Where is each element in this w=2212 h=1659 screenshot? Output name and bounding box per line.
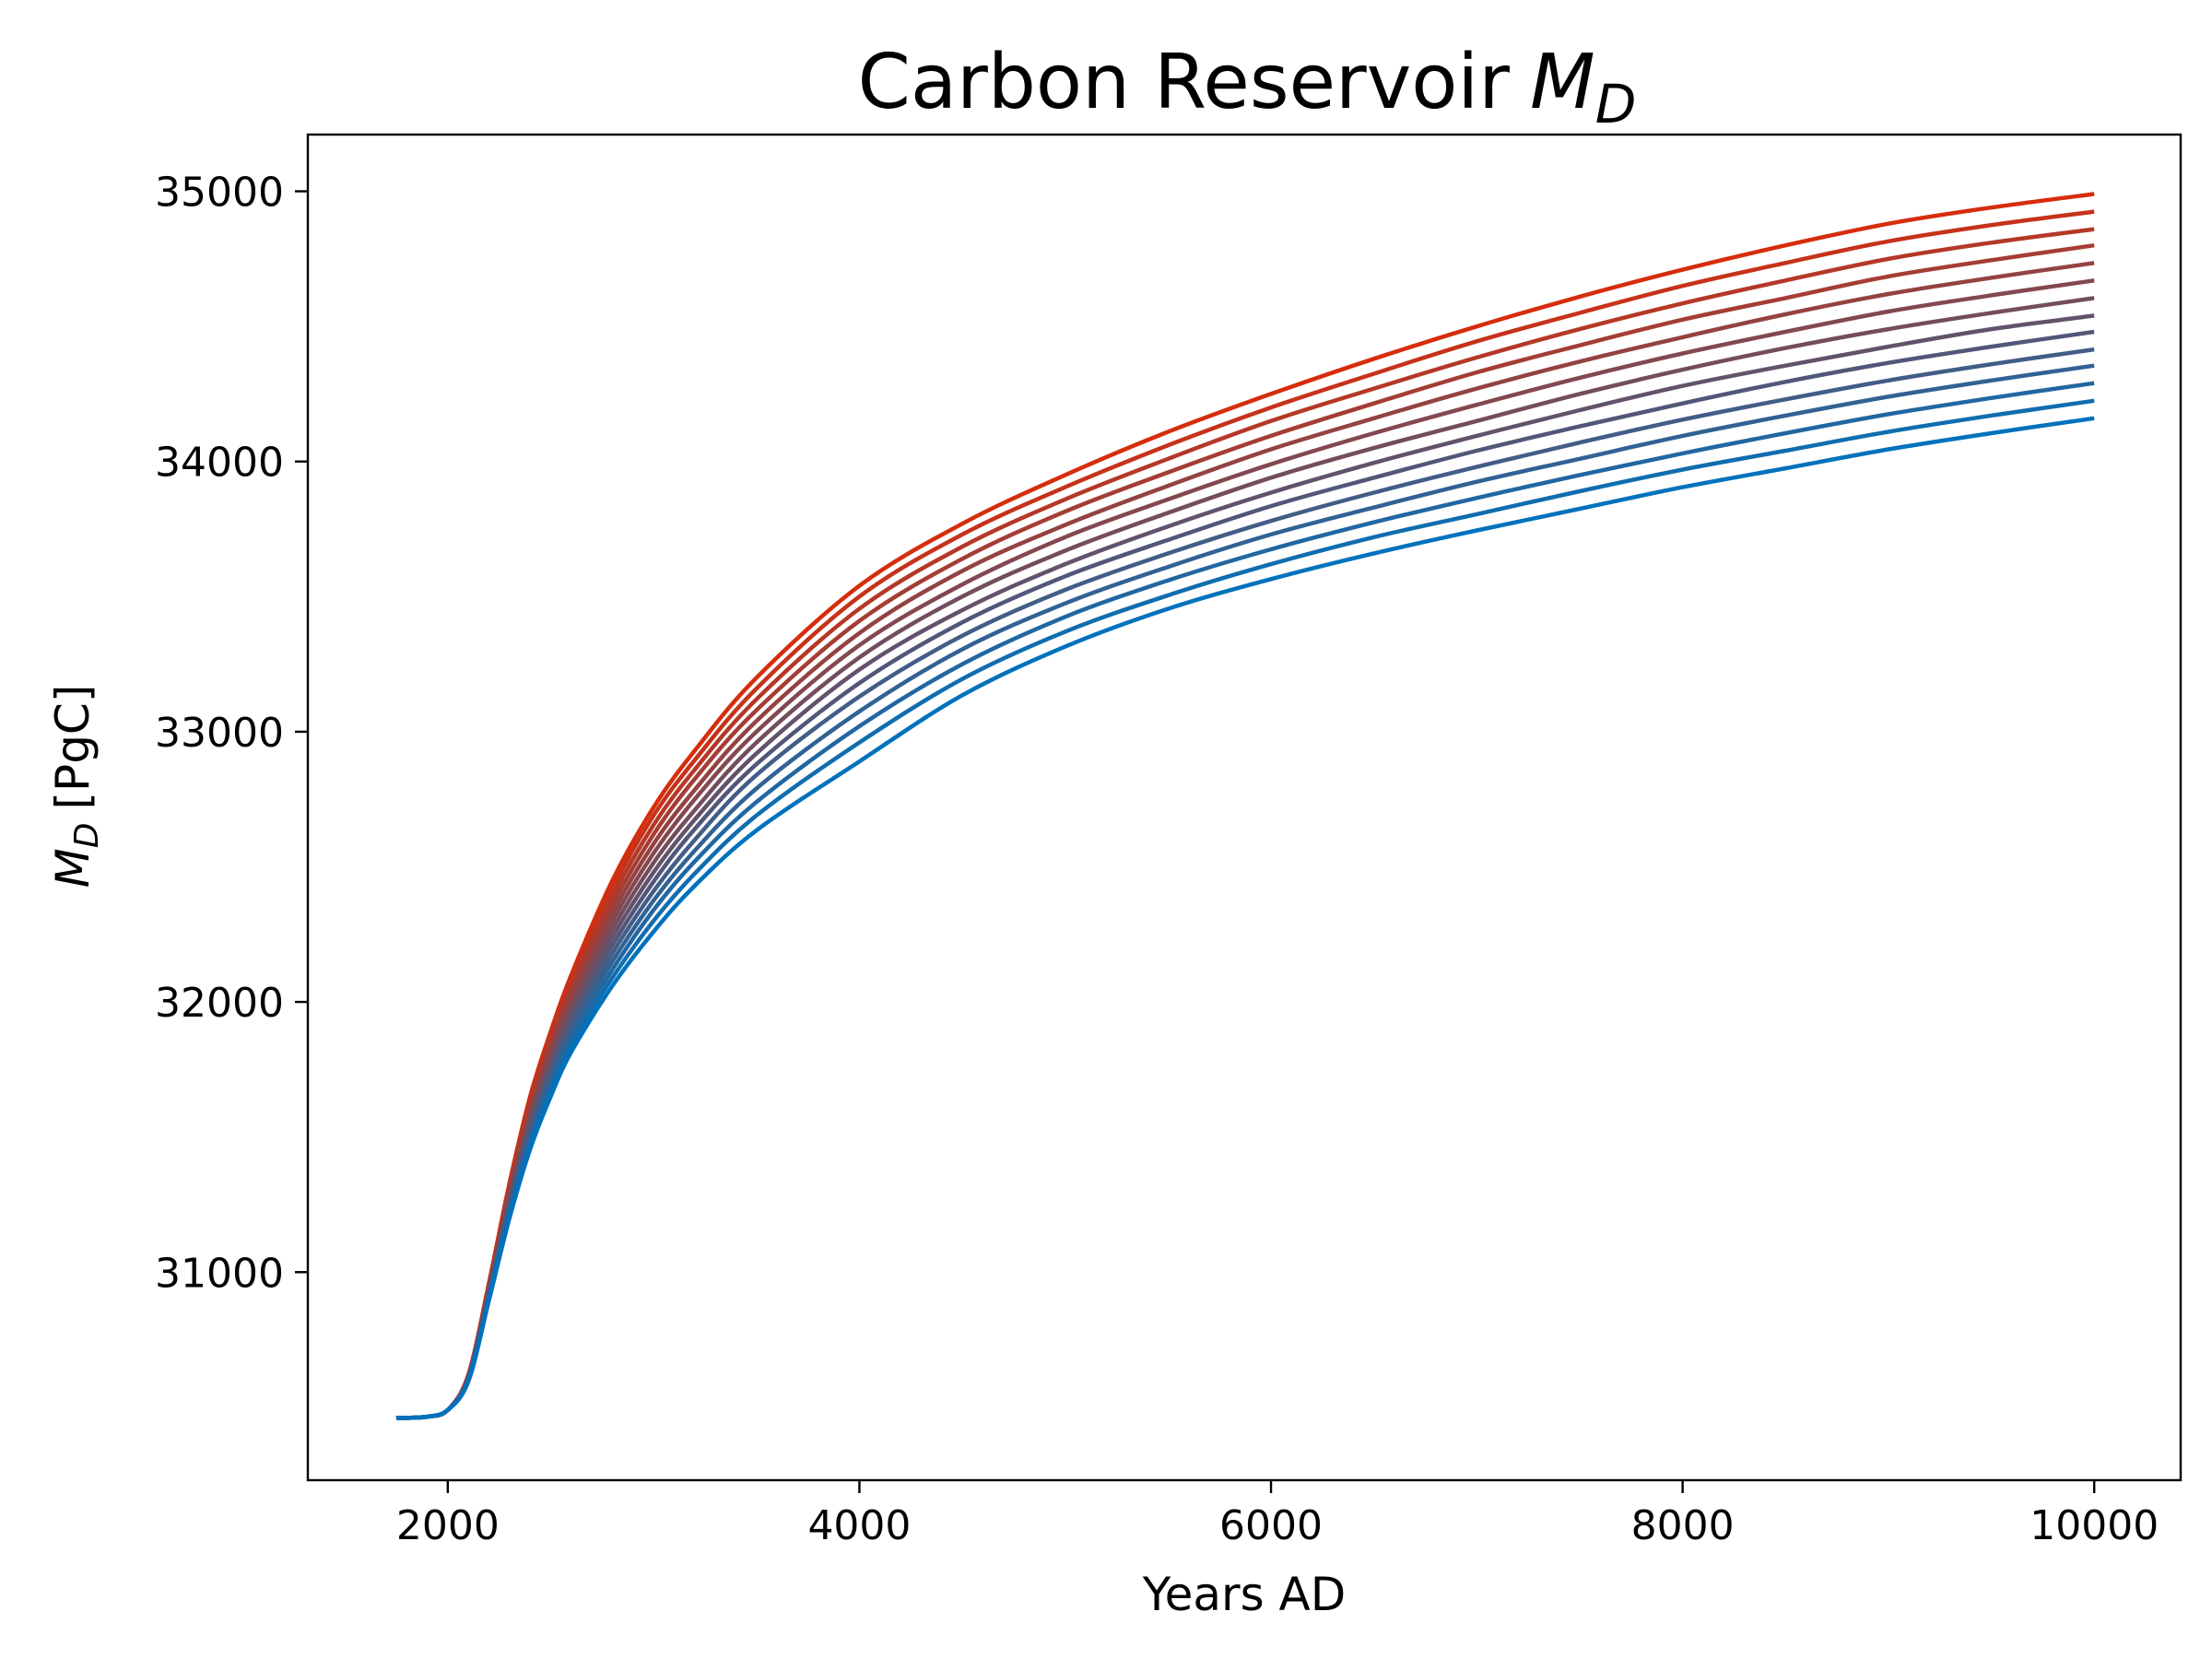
y-tick-label: 31000: [155, 1250, 284, 1297]
plot-frame: [306, 133, 2183, 1482]
x-tick-label: 10000: [2030, 1502, 2159, 1549]
y-tick-label: 33000: [155, 710, 284, 757]
y-axis-label-unit: [PgC]: [46, 685, 100, 810]
y-axis-ticks: 31000 32000 33000 34000 35000: [155, 170, 308, 1297]
chart-title-symbol-sub: D: [1595, 73, 1637, 135]
chart-title: Carbon Reservoir MD: [858, 39, 1637, 135]
y-tick-label: 34000: [155, 440, 284, 487]
y-axis-label-symbol: M: [46, 848, 100, 888]
x-axis-label: Years AD: [1142, 1568, 1347, 1621]
chart-title-text: Carbon Reservoir: [858, 39, 1511, 126]
series-line-14: [395, 416, 2095, 1420]
chart-title-symbol: M: [1530, 39, 1595, 126]
plot-lines: [395, 192, 2095, 1420]
x-axis-ticks: 2000 4000 6000 8000 10000: [396, 1480, 2159, 1549]
x-tick-label: 6000: [1219, 1502, 1323, 1549]
series-line-1: [395, 192, 2095, 1420]
x-tick-label: 2000: [396, 1502, 500, 1549]
y-tick-label: 32000: [155, 980, 284, 1027]
y-axis-label-symbol-sub: D: [68, 822, 106, 848]
y-tick-label: 35000: [155, 170, 284, 217]
y-axis-label: MD [PgC]: [46, 685, 106, 888]
x-tick-label: 4000: [807, 1502, 911, 1549]
x-tick-label: 8000: [1631, 1502, 1735, 1549]
series-line-13: [395, 398, 2095, 1420]
